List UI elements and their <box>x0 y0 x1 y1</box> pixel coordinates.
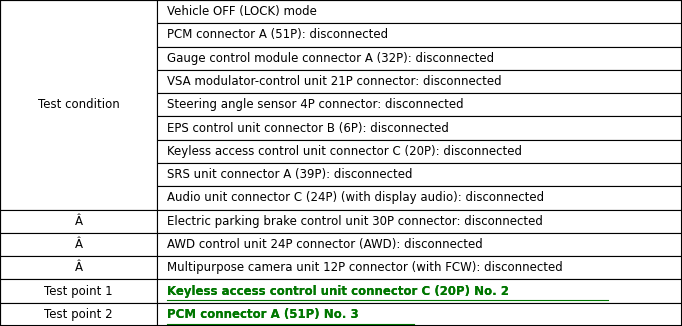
Text: PCM connector A (51P) No. 3: PCM connector A (51P) No. 3 <box>167 308 359 321</box>
Text: Keyless access control unit connector C (20P): disconnected: Keyless access control unit connector C … <box>167 145 522 158</box>
Bar <box>157 256 682 279</box>
Bar <box>157 0 682 23</box>
Text: Audio unit connector C (24P) (with display audio): disconnected: Audio unit connector C (24P) (with displ… <box>167 191 544 204</box>
Text: SRS unit connector A (39P): disconnected: SRS unit connector A (39P): disconnected <box>167 168 413 181</box>
Text: Test condition: Test condition <box>38 98 119 111</box>
Bar <box>157 93 682 116</box>
Text: Gauge control module connector A (32P): disconnected: Gauge control module connector A (32P): … <box>167 52 494 65</box>
Bar <box>157 303 682 326</box>
Text: Test point 1: Test point 1 <box>44 285 113 298</box>
Text: Â: Â <box>74 215 83 228</box>
Bar <box>157 186 682 210</box>
Bar <box>0 279 157 303</box>
Bar <box>157 116 682 140</box>
Bar <box>0 233 157 256</box>
Bar <box>157 70 682 93</box>
Bar <box>157 140 682 163</box>
Bar <box>157 23 682 47</box>
Text: Test point 2: Test point 2 <box>44 308 113 321</box>
Text: Keyless access control unit connector C (20P) No. 2: Keyless access control unit connector C … <box>167 285 509 298</box>
Text: Multipurpose camera unit 12P connector (with FCW): disconnected: Multipurpose camera unit 12P connector (… <box>167 261 563 274</box>
Text: Keyless access control unit connector C (20P) No. 2: Keyless access control unit connector C … <box>167 285 509 298</box>
Bar <box>157 233 682 256</box>
Bar <box>0 210 157 233</box>
Bar <box>0 0 157 210</box>
Text: AWD control unit 24P connector (AWD): disconnected: AWD control unit 24P connector (AWD): di… <box>167 238 483 251</box>
Text: Steering angle sensor 4P connector: disconnected: Steering angle sensor 4P connector: disc… <box>167 98 464 111</box>
Bar <box>157 210 682 233</box>
Text: VSA modulator-control unit 21P connector: disconnected: VSA modulator-control unit 21P connector… <box>167 75 502 88</box>
Bar <box>157 163 682 186</box>
Text: PCM connector A (51P): disconnected: PCM connector A (51P): disconnected <box>167 28 388 41</box>
Text: PCM connector A (51P) No. 3: PCM connector A (51P) No. 3 <box>167 308 359 321</box>
Bar <box>157 279 682 303</box>
Text: EPS control unit connector B (6P): disconnected: EPS control unit connector B (6P): disco… <box>167 122 449 135</box>
Text: Electric parking brake control unit 30P connector: disconnected: Electric parking brake control unit 30P … <box>167 215 543 228</box>
Bar <box>157 47 682 70</box>
Text: Â: Â <box>74 261 83 274</box>
Text: Vehicle OFF (LOCK) mode: Vehicle OFF (LOCK) mode <box>167 5 317 18</box>
Bar <box>0 256 157 279</box>
Text: Â: Â <box>74 238 83 251</box>
Bar <box>0 303 157 326</box>
